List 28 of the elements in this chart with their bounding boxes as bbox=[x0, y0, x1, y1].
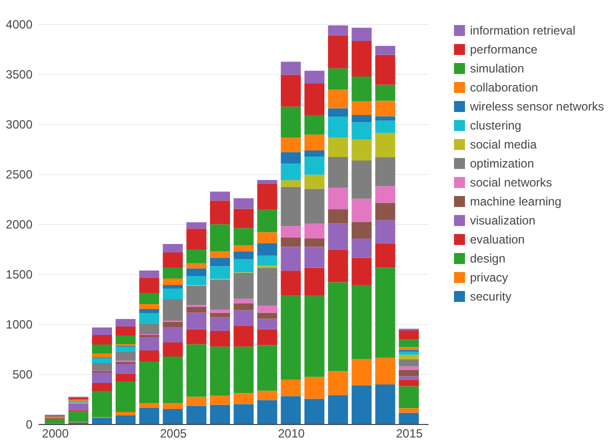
x-tick-label: 2010 bbox=[278, 426, 305, 440]
y-tick-label: 3500 bbox=[6, 68, 33, 82]
legend-label: design bbox=[470, 252, 506, 266]
x-tick-label: 2005 bbox=[160, 426, 187, 440]
y-tick-label: 2000 bbox=[6, 218, 33, 232]
y-tick-label: 4000 bbox=[6, 18, 33, 32]
legend-label: optimization bbox=[470, 156, 534, 170]
y-tick-label: 2500 bbox=[6, 168, 33, 182]
legend-label: collaboration bbox=[470, 80, 538, 94]
y-tick-label: 0 bbox=[26, 418, 33, 432]
x-tick-label: 2015 bbox=[396, 426, 424, 440]
legend-label: social media bbox=[470, 138, 538, 152]
legend-label: clustering bbox=[470, 118, 522, 132]
y-tick-label: 500 bbox=[12, 368, 33, 382]
legend-label: information retrieval bbox=[470, 24, 576, 38]
legend-label: privacy bbox=[470, 270, 508, 284]
legend-label: evaluation bbox=[470, 232, 525, 246]
x-tick-label: 2000 bbox=[42, 426, 69, 440]
legend-label: visualization bbox=[470, 214, 536, 228]
y-tick-label: 1000 bbox=[6, 318, 33, 332]
legend-label: security bbox=[470, 290, 512, 304]
legend-label: machine learning bbox=[470, 194, 562, 208]
y-tick-label: 1500 bbox=[6, 268, 33, 282]
legend-label: performance bbox=[470, 42, 538, 56]
legend-label: wireless sensor networks bbox=[469, 100, 604, 114]
legend-label: simulation bbox=[470, 62, 524, 76]
legend-label: social networks bbox=[470, 176, 552, 190]
y-tick-label: 3000 bbox=[6, 118, 33, 132]
